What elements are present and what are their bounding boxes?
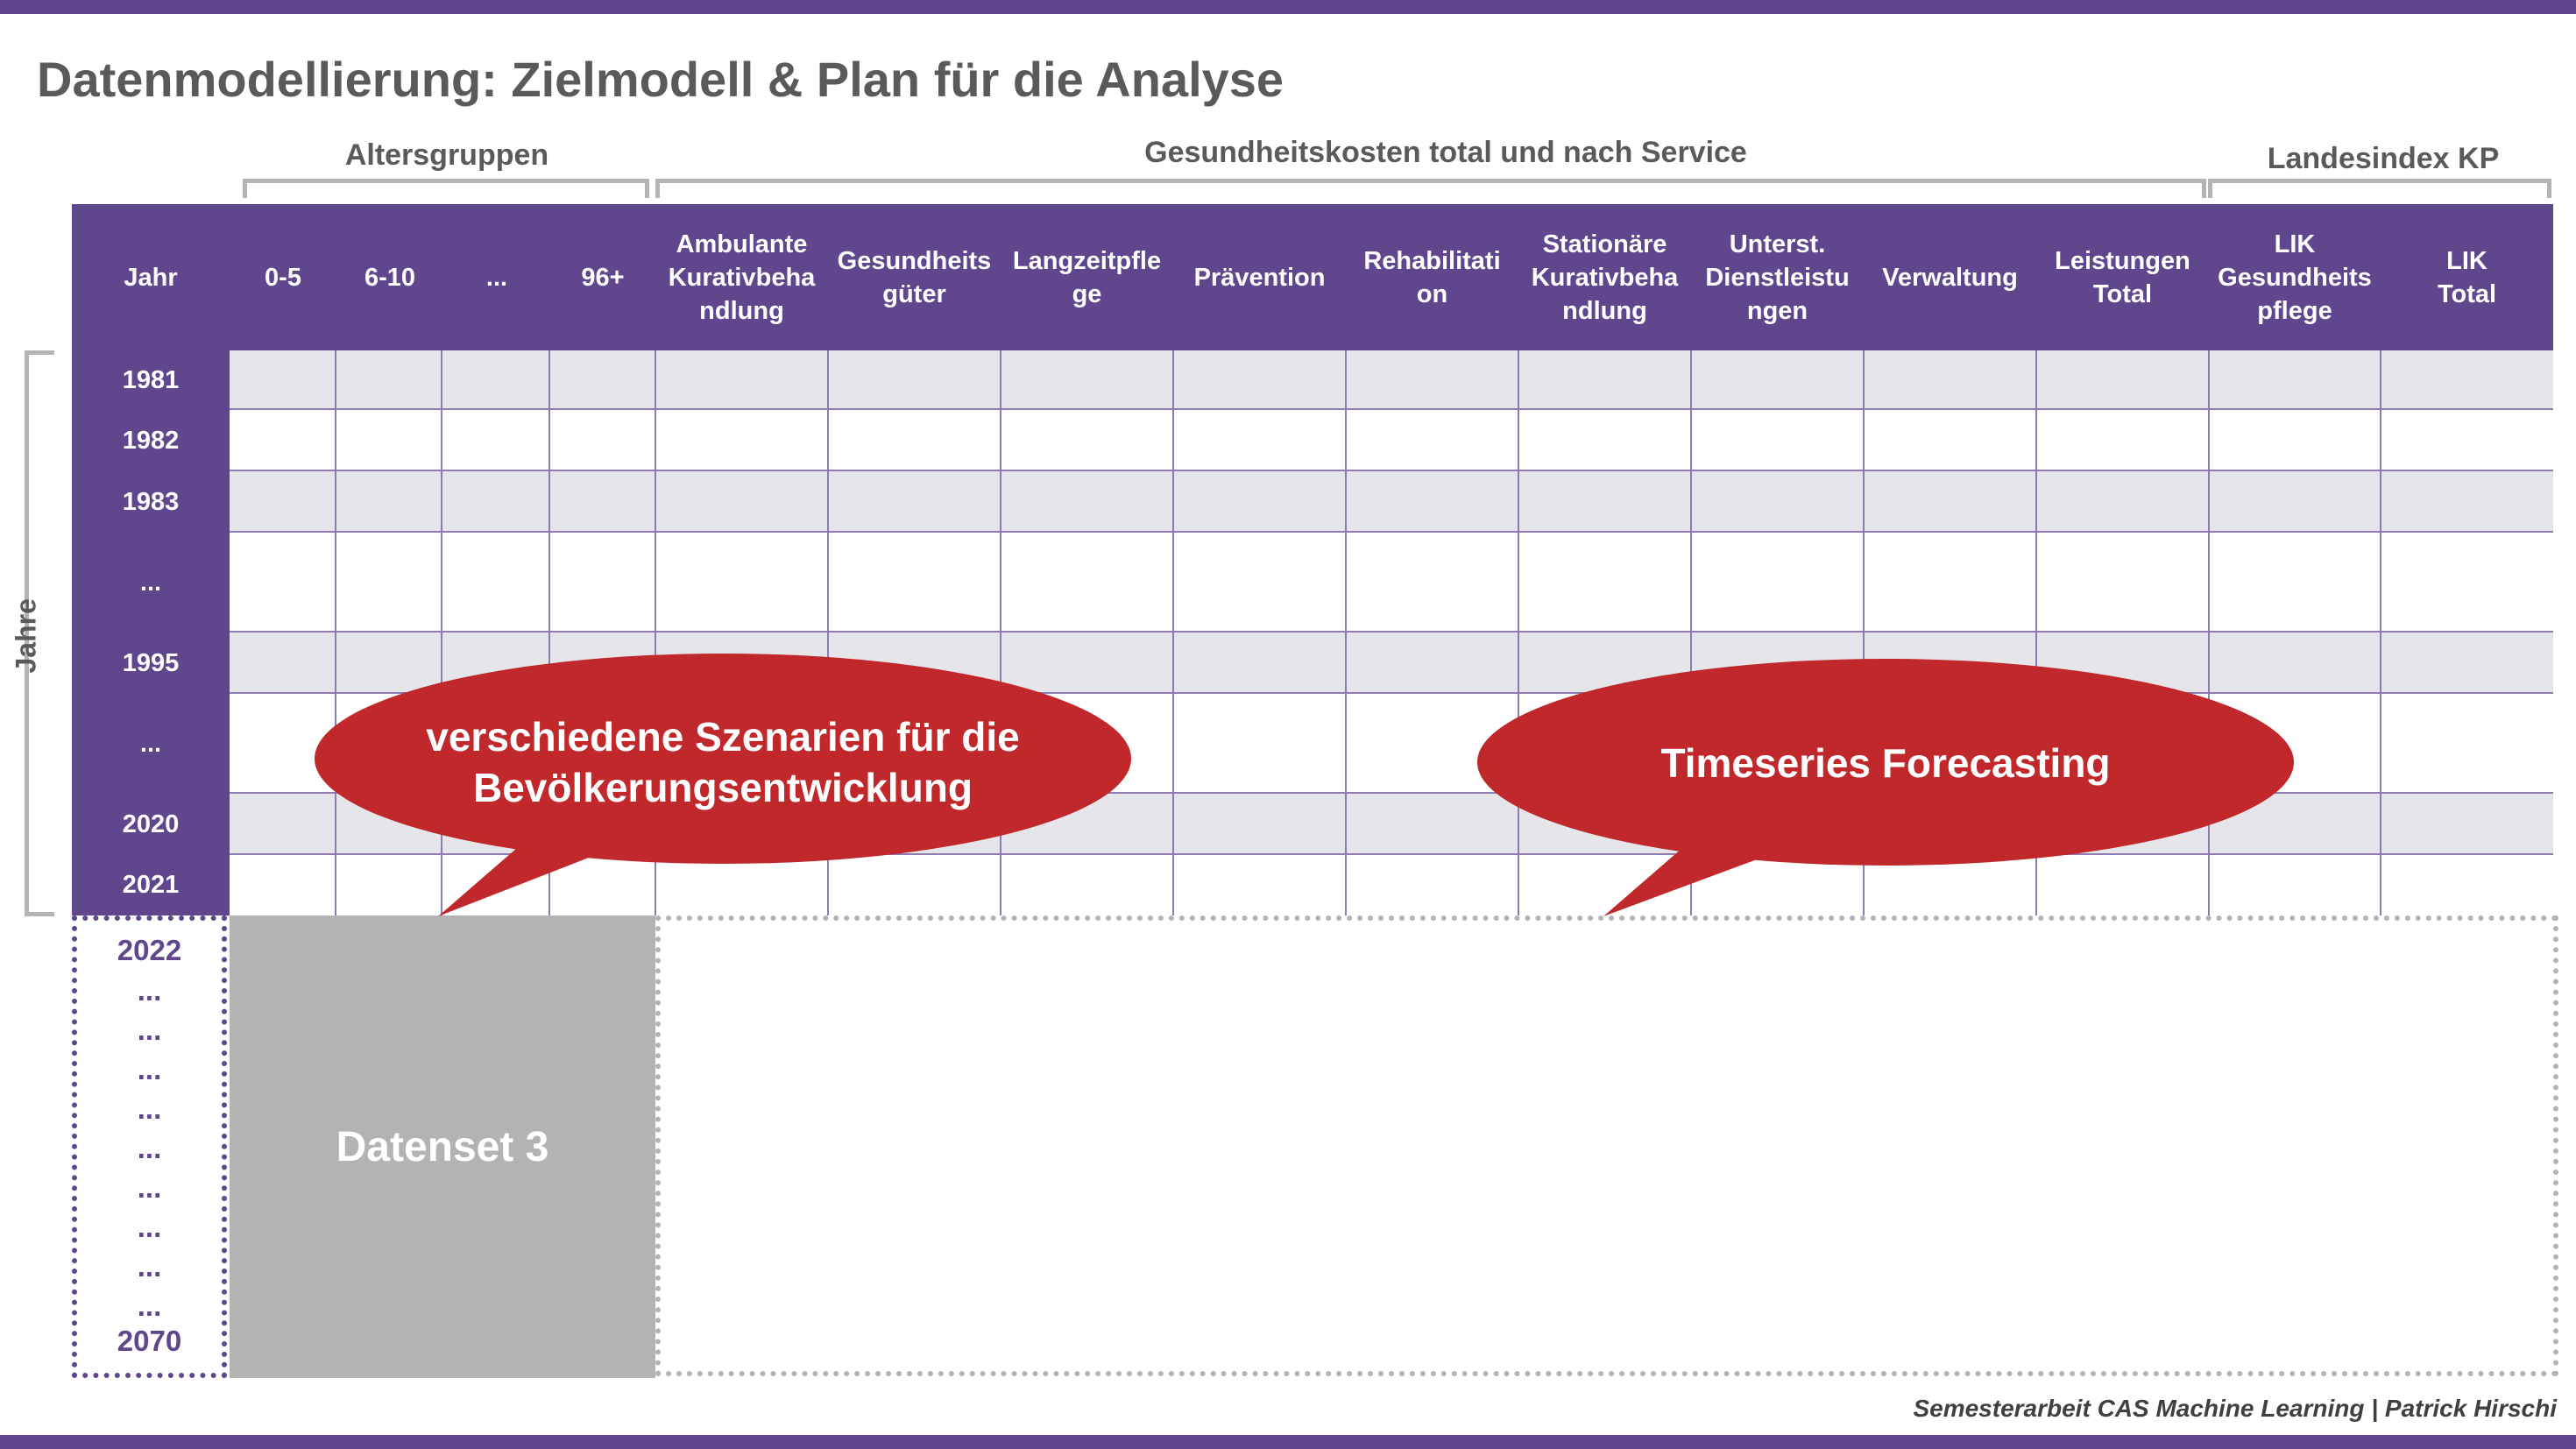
year-label: 1981 [122,365,180,394]
future-year: ... [137,1290,162,1322]
header-jahr: Jahr [124,263,178,292]
column-divider [441,350,442,915]
header-col-12: Leistungen Total [2055,246,2190,308]
year-label: 1983 [122,487,180,516]
future-year: ... [137,1211,162,1243]
column-divider [827,350,829,915]
page-title: Datenmodellierung: Zielmodell & Plan für… [37,52,1284,107]
callout-left-text: verschiedene Szenarien für die Bevölkeru… [426,714,1020,810]
header-col-6: Langzeitpfle ge [1012,246,1162,308]
header-col-1: 6-10 [364,263,416,292]
row-axis-label: Jahre [10,598,42,674]
future-year: ... [137,1171,162,1204]
header-col-9: Stationäre Kurativbeha ndlung [1531,230,1679,325]
top-bar [0,0,2576,14]
column-divider [1518,350,1519,915]
header-col-11: Verwaltung [1882,263,2018,292]
header-col-4: Ambulante Kurativbeha ndlung [668,230,816,325]
column-divider [1863,350,1865,915]
bracket-altersgruppen [243,179,649,198]
table-row [230,471,2553,533]
year-label: 1995 [122,648,180,677]
future-year: ... [137,1092,162,1125]
dataset-block: Datenset 3 [230,915,655,1378]
column-divider [548,350,550,915]
bottom-bar [0,1435,2576,1449]
future-year: 2022 [117,934,182,966]
year-label: 2021 [122,871,180,899]
future-year: ... [137,1132,162,1164]
future-year: 2070 [117,1325,182,1357]
table-row [230,633,2553,694]
table-row [230,350,2553,410]
column-divider [1000,350,1001,915]
column-divider [335,350,336,915]
group-label-altersgruppen: Altersgruppen [344,138,549,172]
year-label: ... [139,729,162,758]
header-col-5: Gesundheits güter [837,246,992,308]
header-col-13: LIK Gesundheits pflege [2218,230,2372,325]
group-label-gesundheitskosten: Gesundheitskosten total und nach Service [1144,136,1747,169]
column-divider [2380,350,2381,915]
table-header: Jahr 0-5 6-10 ... 96+ Ambulante Kurativb… [72,204,2553,350]
year-label: ... [139,568,162,597]
future-year: ... [137,1014,162,1046]
column-divider [1690,350,1692,915]
future-year: ... [137,1250,162,1283]
header-col-10: Unterst. Dienstleistu ngen [1705,230,1850,325]
future-year: ... [137,1053,162,1085]
forecast-area [655,915,2558,1376]
column-divider [1172,350,1174,915]
footer-credit: Semesterarbeit CAS Machine Learning | Pa… [1913,1395,2557,1422]
column-divider [1345,350,1347,915]
bracket-landesindex [2208,179,2551,198]
table-row [230,410,2553,471]
future-year: ... [137,974,162,1007]
year-label: 1982 [122,426,180,455]
future-years-box [72,915,227,1378]
year-label: 2020 [122,809,180,838]
year-column [72,350,230,915]
dataset-label: Datenset 3 [336,1123,549,1170]
callout-right-text: Timeseries Forecasting [1660,740,2111,786]
table-row [230,533,2553,633]
bracket-jahre [25,350,54,916]
header-col-8: Rehabilitati on [1363,246,1501,308]
bracket-gesundheitskosten [655,179,2206,198]
column-divider [2208,350,2210,915]
header-col-2: ... [485,263,508,292]
group-label-landesindex: Landesindex KP [2267,142,2500,175]
column-divider [2035,350,2037,915]
header-col-14: LIK Total [2437,246,2497,308]
header-col-7: Prävention [1193,263,1326,292]
header-col-0: 0-5 [265,263,301,292]
header-col-3: 96+ [581,263,625,292]
table-row [230,855,2553,915]
column-divider [655,350,656,915]
